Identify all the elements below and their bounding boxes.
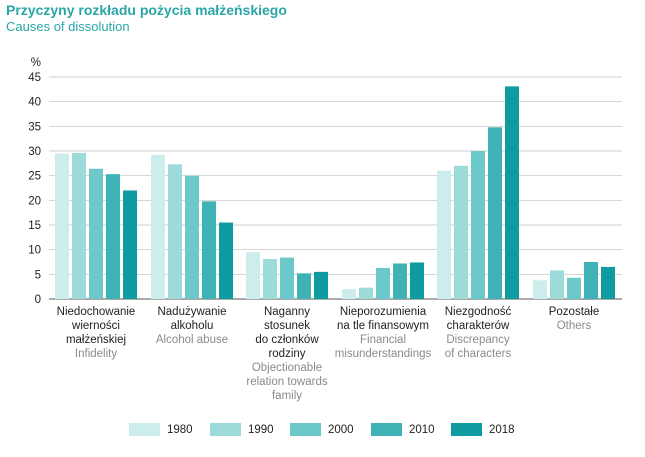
y-tick-label: 35: [28, 121, 41, 133]
legend-item-2018: 2018: [451, 422, 521, 438]
category-label-pl: Naganny: [263, 306, 311, 318]
bar-2018: [601, 266, 615, 299]
bar-2010: [584, 262, 598, 299]
bar-2010: [202, 201, 216, 299]
y-tick-label: 40: [28, 97, 41, 109]
category-label-en: Financial: [359, 334, 407, 346]
category-label-en: of characters: [444, 348, 512, 360]
bar-2010: [297, 273, 311, 299]
bar-1980: [437, 170, 451, 299]
category-label-en: family: [271, 390, 303, 402]
bar-1990: [359, 287, 373, 299]
y-tick-label: 25: [28, 171, 41, 183]
bar-2010: [488, 127, 502, 299]
legend-item-2010: 2010: [371, 422, 441, 438]
category-label-en: Others: [556, 320, 592, 332]
bar-2018: [410, 262, 424, 299]
category-label-pl: Nieporozumienia: [339, 306, 427, 318]
legend-swatch: [210, 423, 241, 436]
bar-2018: [314, 271, 328, 299]
bar-2000: [89, 168, 103, 299]
bar-2000: [567, 277, 581, 299]
legend-item-2000: 2000: [290, 422, 360, 438]
y-tick-label: 15: [28, 220, 41, 232]
category-label-pl: charakterów: [446, 320, 510, 332]
bar-1990: [263, 259, 277, 299]
legend-label: 2010: [409, 424, 435, 436]
bar-2000: [471, 151, 485, 299]
bar-1980: [55, 153, 69, 299]
y-tick-label: 20: [28, 195, 41, 207]
legend-label: 1990: [248, 424, 274, 436]
bar-2010: [106, 174, 120, 299]
bar-2000: [185, 175, 199, 299]
category-label-pl: do członków: [255, 334, 319, 346]
category-label-en: Objectionable: [251, 362, 323, 374]
bar-2018: [123, 190, 137, 299]
category-label: Nieporozumienia na tle finansowym Financia…: [328, 305, 438, 361]
bar-2010: [393, 263, 407, 299]
legend-item-1980: 1980: [129, 422, 199, 438]
legend-label: 1980: [167, 424, 193, 436]
bar-1980: [533, 280, 547, 299]
chart-subtitle: Causes of dissolution: [6, 19, 130, 34]
category-label-pl: na tle finansowym: [336, 320, 430, 332]
bar-1990: [72, 152, 86, 299]
category-label: Nadużywanie alkoholu Alcohol abuse: [137, 305, 247, 347]
y-tick-label: 5: [35, 269, 41, 281]
bar-1990: [454, 165, 468, 299]
category-label-en: misunderstandings: [334, 348, 432, 360]
y-tick-label: 0: [35, 294, 41, 306]
bar-1980: [342, 289, 356, 299]
legend-swatch: [290, 423, 321, 436]
y-axis-unit: %: [31, 57, 41, 69]
category-label-en: Alcohol abuse: [155, 334, 229, 346]
category-label-pl: alkoholu: [170, 320, 214, 332]
bar-2000: [280, 257, 294, 299]
legend-label: 2000: [328, 424, 354, 436]
category-label-en: Infidelity: [74, 348, 118, 360]
category-label-en: relation towards: [246, 376, 328, 388]
category-label-pl: stosunek: [263, 320, 311, 332]
category-label-pl: wierności: [72, 320, 120, 332]
y-tick-label: 10: [28, 245, 41, 257]
category-label-pl: rodziny: [268, 348, 306, 360]
bar-2000: [376, 267, 390, 299]
bar-1990: [168, 164, 182, 299]
category-label: Niezgodność charakterów Discrepancy of char…: [423, 305, 533, 361]
legend-swatch: [129, 423, 160, 436]
bar-1980: [151, 154, 165, 299]
category-label-pl: Pozostałe: [548, 306, 600, 318]
category-label-pl: małżeńskiej: [65, 334, 127, 346]
category-label: Pozostałe Others: [519, 305, 629, 333]
legend-label: 2018: [489, 424, 515, 436]
bar-1980: [246, 252, 260, 299]
category-label-pl: Niezgodność: [444, 306, 512, 318]
legend-swatch: [371, 423, 402, 436]
bar-2018: [505, 86, 519, 299]
category-label: Niedochowanie wierności małżeńskiej Infidel…: [41, 305, 151, 361]
chart-title: Przyczyny rozkładu pożycia małżeńskiego: [6, 2, 287, 18]
category-label-pl: Nadużywanie: [157, 306, 227, 318]
bar-2018: [219, 222, 233, 299]
bar-1990: [550, 270, 564, 299]
category-label-pl: Niedochowanie: [56, 306, 136, 318]
y-tick-label: 45: [28, 72, 41, 84]
category-label-en: Discrepancy: [446, 334, 510, 346]
category-label: Naganny stosunek do członków rodziny Objecti…: [232, 305, 342, 403]
legend-swatch: [451, 423, 482, 436]
legend-item-1990: 1990: [210, 422, 280, 438]
y-tick-label: 30: [28, 146, 41, 158]
